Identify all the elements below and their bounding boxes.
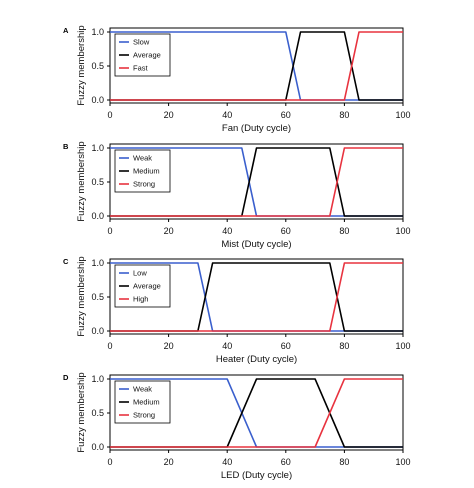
legend-label: Weak (133, 154, 152, 163)
y-axis-title: Fuzzy membership (76, 25, 87, 105)
x-tick-label: 40 (222, 110, 232, 120)
x-tick-label: 60 (281, 226, 291, 236)
panel-letter: A (63, 26, 69, 35)
x-tick-label: 100 (395, 457, 410, 467)
legend: Slow Average Fast (114, 33, 171, 77)
x-tick-label: 100 (395, 110, 410, 120)
panel-c: C 0.0 0.5 1.0 0 20 40 60 80 100 Heater (Duty cycle… (63, 256, 411, 365)
panel-b: B 0.0 0.5 1.0 0 20 40 60 80 100 Mist (Duty cycle) F… (63, 141, 411, 250)
x-tick-label: 60 (281, 110, 291, 120)
y-tick-label: 0.5 (91, 292, 104, 302)
legend-label: Slow (133, 38, 150, 47)
series-line-strong (110, 378, 403, 448)
legend: Low Average High (114, 264, 171, 308)
legend-label: Strong (133, 180, 155, 189)
x-tick-label: 40 (222, 226, 232, 236)
x-tick-label: 60 (281, 341, 291, 351)
legend: Weak Medium Strong (114, 380, 171, 424)
panel-letter: D (63, 373, 69, 382)
x-tick-label: 100 (395, 226, 410, 236)
x-tick-label: 80 (339, 457, 349, 467)
legend-label: Low (133, 269, 147, 278)
y-axis-title: Fuzzy membership (76, 141, 87, 221)
panel-a: A 0.0 0.5 1.0 0 20 40 60 80 100 Fan (Duty cycle) Fu… (63, 25, 411, 134)
legend-label: Average (133, 51, 161, 60)
series-line-high (110, 262, 403, 332)
x-tick-label: 40 (222, 341, 232, 351)
x-tick-label: 80 (339, 341, 349, 351)
x-tick-label: 60 (281, 457, 291, 467)
panel-letter: B (63, 142, 69, 151)
x-tick-label: 100 (395, 341, 410, 351)
x-tick-label: 20 (164, 110, 174, 120)
x-axis-title: Mist (Duty cycle) (221, 239, 291, 250)
x-tick-label: 20 (164, 341, 174, 351)
x-tick-label: 0 (107, 457, 112, 467)
x-tick-label: 40 (222, 457, 232, 467)
panel-d: D 0.0 0.5 1.0 0 20 40 60 80 100 LED (Duty cycle) Fu… (63, 372, 411, 481)
legend: Weak Medium Strong (114, 149, 171, 193)
legend-label: Fast (133, 64, 149, 73)
legend-label: Strong (133, 411, 155, 420)
x-tick-label: 80 (339, 226, 349, 236)
x-axis-title: Fan (Duty cycle) (222, 123, 291, 134)
x-tick-label: 0 (107, 110, 112, 120)
y-tick-label: 0.5 (91, 408, 104, 418)
y-tick-label: 1.0 (91, 27, 104, 37)
legend-label: Medium (133, 167, 160, 176)
y-tick-label: 0.0 (91, 442, 104, 452)
x-tick-label: 80 (339, 110, 349, 120)
x-tick-label: 20 (164, 226, 174, 236)
series-line-fast (110, 31, 403, 101)
legend-label: Average (133, 282, 161, 291)
y-tick-label: 0.0 (91, 95, 104, 105)
y-axis-title: Fuzzy membership (76, 256, 87, 336)
y-tick-label: 0.0 (91, 326, 104, 336)
legend-label: Weak (133, 385, 152, 394)
x-tick-label: 0 (107, 226, 112, 236)
x-axis-title: LED (Duty cycle) (221, 470, 292, 481)
y-tick-label: 1.0 (91, 143, 104, 153)
y-axis-title: Fuzzy membership (76, 372, 87, 452)
y-tick-label: 0.0 (91, 211, 104, 221)
y-tick-label: 0.5 (91, 61, 104, 71)
y-tick-label: 1.0 (91, 374, 104, 384)
panel-letter: C (63, 257, 69, 266)
x-tick-label: 0 (107, 341, 112, 351)
legend-label: High (133, 295, 148, 304)
y-tick-label: 0.5 (91, 177, 104, 187)
x-tick-label: 20 (164, 457, 174, 467)
series-line-strong (110, 147, 403, 217)
x-axis-title: Heater (Duty cycle) (216, 354, 297, 365)
legend-label: Medium (133, 398, 160, 407)
y-tick-label: 1.0 (91, 258, 104, 268)
